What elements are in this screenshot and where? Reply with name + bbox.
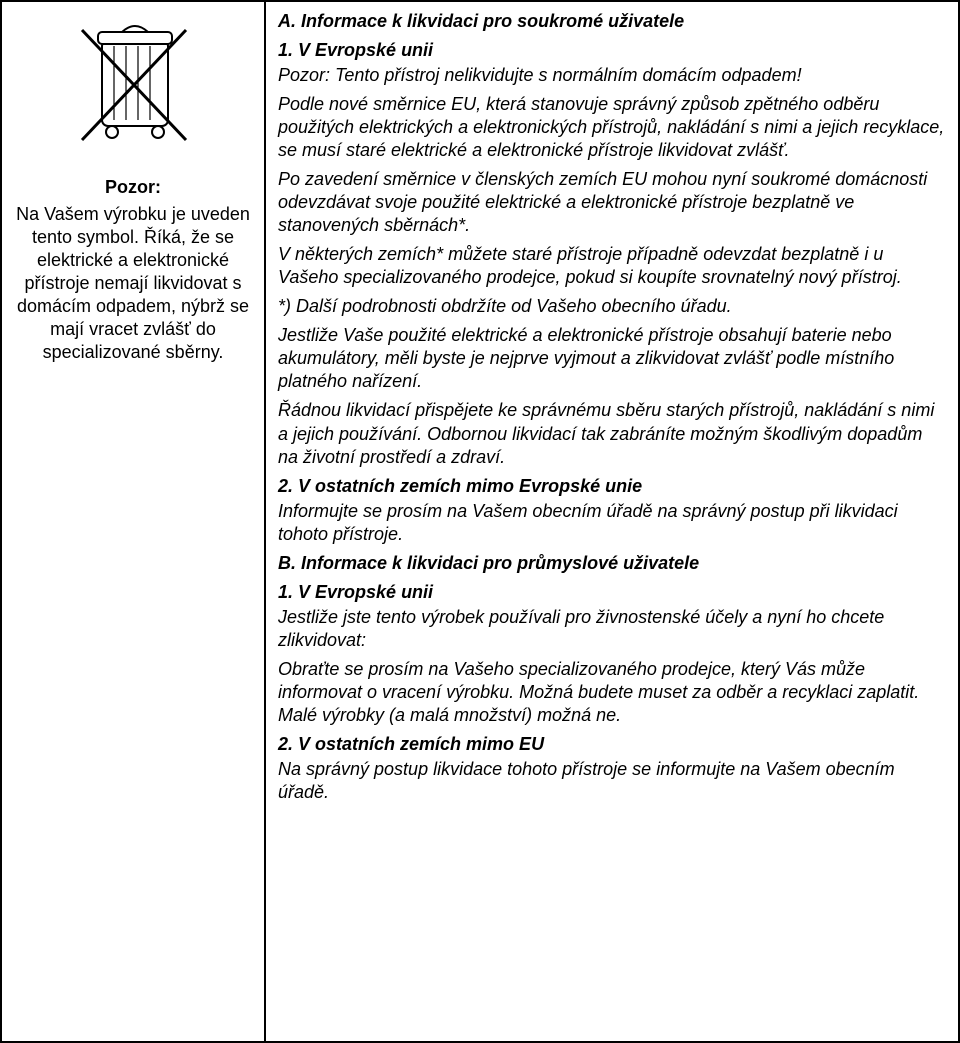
- left-column: Pozor: Na Vašem výrobku je uveden tento …: [2, 2, 266, 1041]
- document-page: Pozor: Na Vašem výrobku je uveden tento …: [0, 0, 960, 1043]
- section-a2-head: 2. V ostatních zemích mimo Evropské unie: [278, 475, 946, 498]
- section-a-title: A. Informace k likvidaci pro soukromé už…: [278, 10, 946, 33]
- left-label: Pozor:: [10, 176, 256, 199]
- section-a1-p5: *) Další podrobnosti obdržíte od Vašeho …: [278, 295, 946, 318]
- section-b2-p1: Na správný postup likvidace tohoto příst…: [278, 758, 946, 804]
- section-b2-head: 2. V ostatních zemích mimo EU: [278, 733, 946, 756]
- section-a1-p6: Jestliže Vaše použité elektrické a elekt…: [278, 324, 946, 393]
- section-b1-p2: Obraťte se prosím na Vašeho specializova…: [278, 658, 946, 727]
- section-a1-p1: Pozor: Tento přístroj nelikvidujte s nor…: [278, 64, 946, 87]
- section-b1-head: 1. V Evropské unii: [278, 581, 946, 604]
- section-a1-head: 1. V Evropské unii: [278, 39, 946, 62]
- weee-bin-crossed-icon: [10, 12, 256, 162]
- section-b-title: B. Informace k likvidaci pro průmyslové …: [278, 552, 946, 575]
- section-a1-p2: Podle nové směrnice EU, která stanovuje …: [278, 93, 946, 162]
- section-a1-p4: V některých zemích* můžete staré přístro…: [278, 243, 946, 289]
- right-column: A. Informace k likvidaci pro soukromé už…: [266, 2, 958, 1041]
- section-a1-p3: Po zavedení směrnice v členských zemích …: [278, 168, 946, 237]
- left-text: Na Vašem výrobku je uveden tento symbol.…: [10, 203, 256, 364]
- section-a1-p7: Řádnou likvidací přispějete ke správnému…: [278, 399, 946, 468]
- section-a2-p1: Informujte se prosím na Vašem obecním úř…: [278, 500, 946, 546]
- section-b1-p1: Jestliže jste tento výrobek používali pr…: [278, 606, 946, 652]
